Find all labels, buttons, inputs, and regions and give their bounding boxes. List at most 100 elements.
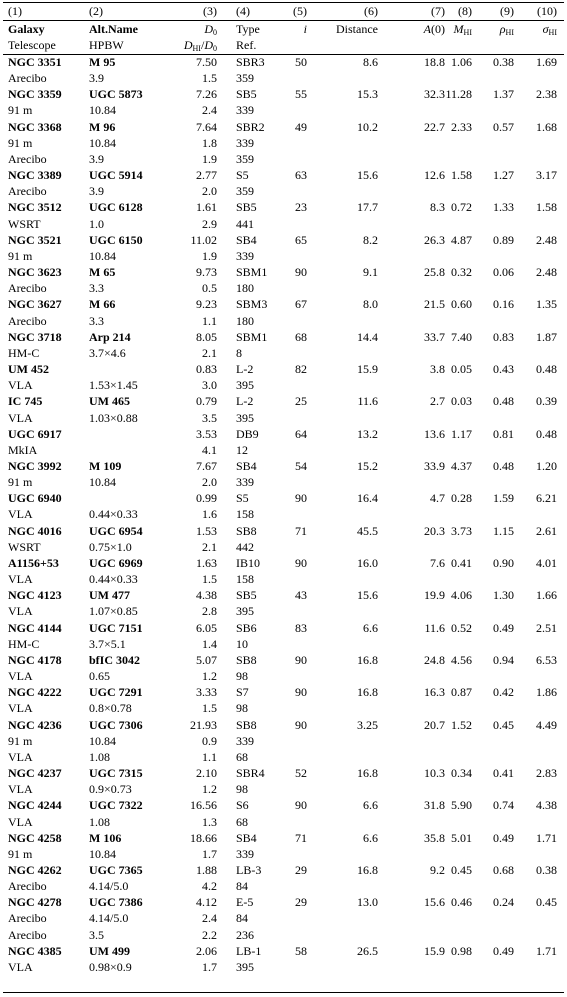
table-cell: 1.1 [202,313,217,328]
table-cell: E-5 [236,895,254,910]
table-cell: 339 [236,135,254,150]
table-cell: M 66 [89,297,116,312]
table-cell: 0.34 [451,766,472,781]
table-cell: SB5 [236,87,257,102]
table-cell: 68 [236,749,248,764]
table-cell: 1.9 [202,151,217,166]
table-cell: 395 [236,604,254,619]
table-cell: 1.53 [196,523,217,538]
table-cell: 1.33 [493,200,514,215]
table-cell: M 96 [89,119,116,134]
table-cell: 0.72 [451,200,472,215]
table-cell: 10.84 [89,733,116,748]
table-cell: 7.64 [196,119,217,134]
text-segment: 0 [213,28,217,37]
table-cell: 13.0 [357,895,378,910]
table-cell: 0.03 [451,394,472,409]
table-cell: M 109 [89,459,122,473]
table-cell: UM 465 [89,394,130,409]
table-cell: UM 499 [89,943,130,958]
table-cell: Arecibo [8,71,47,86]
table-cell: 0.89 [493,232,514,247]
table-cell: 98 [236,701,248,716]
table-cell: 15.6 [357,588,378,603]
table-cell: 1.3 [202,814,217,829]
table-cell: DB9 [236,426,259,441]
table-cell: 4.1 [202,442,217,457]
table-cell: 2.61 [536,523,557,538]
table-cell: 0.65 [89,669,110,684]
table-cell: 0.43 [493,362,514,377]
header-cell: MHI [454,21,472,37]
column-number: (5) [293,4,307,18]
table-cell: 2.4 [202,103,217,118]
header-cell: HPBW [89,38,124,52]
table-cell: UGC 6150 [89,232,143,247]
table-cell: 3.0 [202,378,217,393]
rule [3,19,564,21]
table-cell: 1.2 [202,669,217,684]
table-cell: 0.49 [493,943,514,958]
table-cell: 0.98×0.9 [89,959,132,974]
table-cell: 20.7 [424,717,445,732]
table-cell: 3.9 [89,151,104,166]
table-cell: 0.83 [493,329,514,344]
table-cell: SBM1 [236,265,268,280]
table-cell: 21.5 [424,297,445,312]
table-cell: Arecibo [8,927,47,942]
table-cell: 4.14/5.0 [89,879,129,894]
table-cell: 359 [236,71,254,86]
table-cell: NGC 3623 [8,265,62,280]
table-cell: 33.7 [424,329,445,344]
table-cell: 0.5 [202,281,217,296]
table-cell: 29 [295,863,307,877]
table-cell: 3.9 [89,71,104,86]
table-cell: SBR3 [236,55,265,69]
table-cell: 19.9 [424,588,445,603]
table-cell: S5 [236,168,249,183]
table-cell: NGC 3992 [8,459,62,473]
table-cell: Arecibo [8,151,47,166]
table-cell: 2.51 [536,620,557,635]
table-cell: 91 m [8,135,33,150]
table-cell: 2.77 [196,168,217,183]
table-cell: M 65 [89,265,116,280]
table-cell: 1.07×0.85 [89,604,138,619]
table-cell: 0.06 [493,265,514,280]
table-cell: 23 [295,200,307,215]
table-cell: 10.84 [89,475,116,490]
table-cell: 31.8 [424,798,445,813]
table-cell: 2.4 [202,911,217,926]
table-cell: 10.84 [89,248,116,263]
table-cell: VLA [8,604,33,619]
table-cell: UGC 6940 [8,491,62,506]
header-cell: Galaxy [8,22,45,36]
table-cell: SB5 [236,200,257,215]
table-cell: 1.52 [451,717,472,732]
table-cell: 24.8 [424,652,445,667]
table-cell: 15.6 [424,895,445,910]
table-cell: VLA [8,669,33,684]
table-cell: L-2 [236,394,254,409]
table-cell: 18.8 [424,55,445,69]
table-cell: 43 [295,588,307,603]
table-cell: 1.06 [451,55,472,69]
table-cell: 1.03×0.88 [89,410,138,425]
table-cell: 0.48 [536,362,557,377]
table-cell: 2.48 [536,232,557,247]
table-cell: NGC 3351 [8,55,62,69]
table-cell: 16.8 [357,685,378,700]
table-cell: 16.8 [357,766,378,781]
table-cell: 0.57 [493,119,514,134]
table-cell: 16.56 [190,798,217,813]
table-cell: 22.7 [424,119,445,134]
table-cell: 4.06 [451,588,472,603]
table-cell: 1.37 [493,87,514,102]
table-cell: 3.17 [536,168,557,183]
top-rule [3,2,564,4]
header-cell: Alt.Name [89,22,138,36]
table-cell: 8.2 [363,232,378,247]
table-cell: NGC 4236 [8,717,62,732]
table-cell: 339 [236,733,254,748]
table-cell: 16.8 [357,652,378,667]
